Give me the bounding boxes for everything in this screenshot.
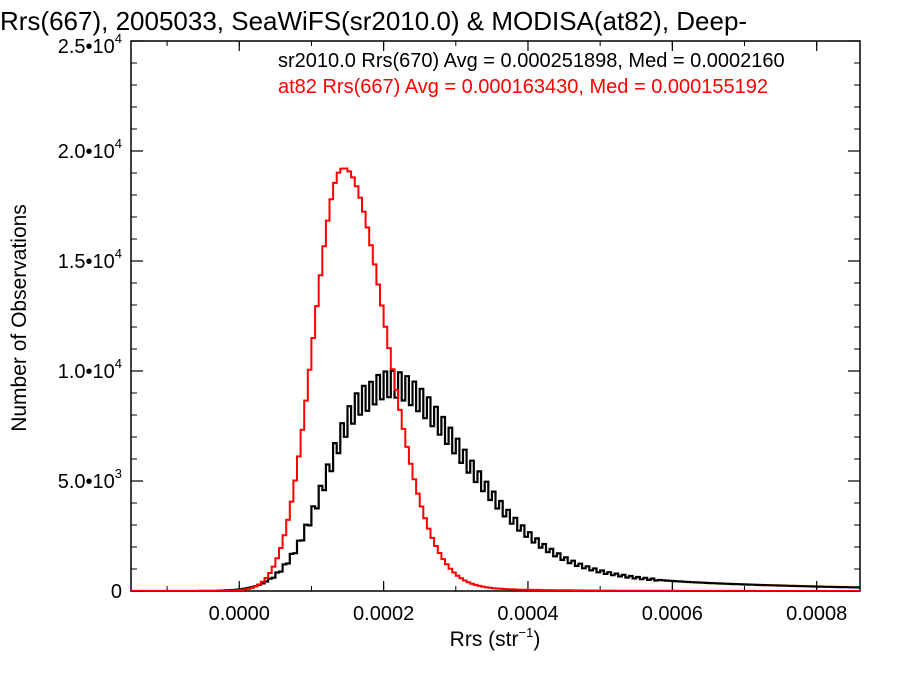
series-layer xyxy=(131,167,860,591)
y-tick-label: 0 xyxy=(111,581,122,603)
x-tick-label: 0.0000 xyxy=(209,603,270,625)
y-axis-label: Number of Observations xyxy=(8,204,31,432)
plot-frame xyxy=(130,40,861,592)
legend-entry-sr2010.0: sr2010.0 Rrs(670) Avg = 0.000251898, Med… xyxy=(278,50,785,72)
y-tick-label: 5.0•103 xyxy=(58,466,122,493)
y-tick-label: 1.5•104 xyxy=(58,246,122,273)
y-tick-label: 1.0•104 xyxy=(58,356,122,383)
x-tick-label: 0.0002 xyxy=(353,603,414,625)
legend: sr2010.0 Rrs(670) Avg = 0.000251898, Med… xyxy=(278,50,785,98)
legend-entry-at82: at82 Rrs(667) Avg = 0.000163430, Med = 0… xyxy=(278,76,768,98)
y-axis-ticks: 0 5.0•103 1.0•104 1.5•104 2.0•104 2.5•104 xyxy=(58,31,860,603)
series-at82-histogram xyxy=(131,167,860,591)
series-sr2010.0-histogram xyxy=(131,369,860,591)
x-tick-label: 0.0006 xyxy=(642,603,703,625)
x-tick-label: 0.0004 xyxy=(497,603,558,625)
x-tick-label: 0.0008 xyxy=(786,603,847,625)
x-axis-label: Rrs (str−1) xyxy=(450,625,541,651)
chart-title: Rrs(667), 2005033, SeaWiFS(sr2010.0) & M… xyxy=(0,6,747,36)
y-tick-label: 2.0•104 xyxy=(58,136,122,163)
y-tick-label: 2.5•104 xyxy=(58,31,122,58)
x-axis-ticks: 0.0000 0.0002 0.0004 0.0006 0.0008 xyxy=(166,41,847,625)
